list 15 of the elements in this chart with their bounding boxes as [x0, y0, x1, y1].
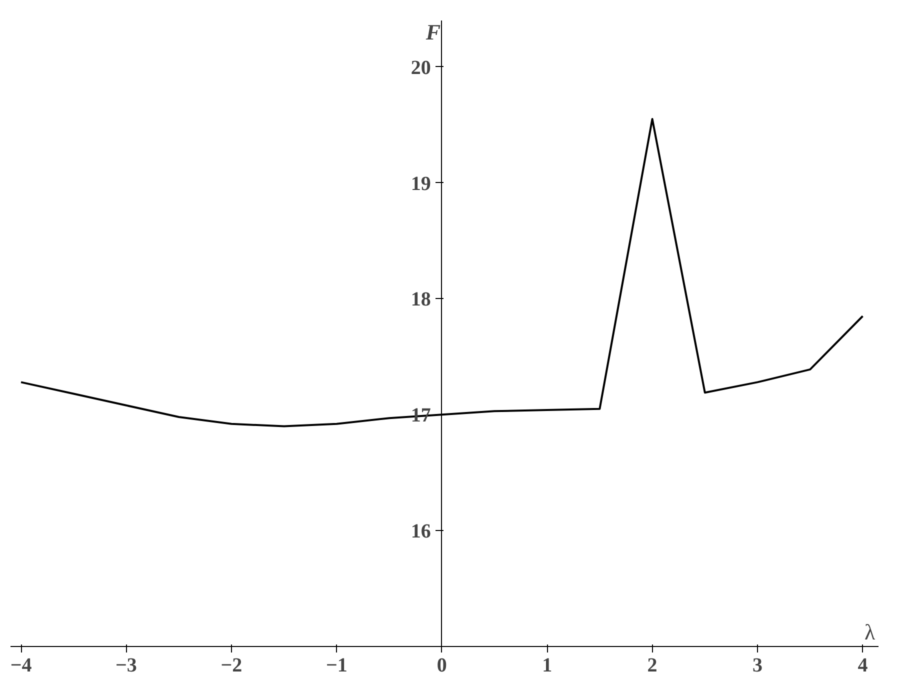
x-tick-label: 4 — [858, 654, 868, 676]
x-tick-label: 3 — [752, 654, 763, 676]
x-tick-label: −3 — [116, 654, 137, 676]
y-tick-label: 20 — [410, 56, 431, 79]
x-tick-label: −1 — [326, 654, 348, 676]
y-axis-title: F — [424, 20, 441, 44]
x-axis-title: λ — [864, 620, 876, 644]
x-tick-label: 1 — [542, 654, 552, 676]
y-tick-label: 19 — [410, 172, 431, 195]
y-tick-label: 16 — [410, 520, 431, 543]
x-tick-label: 0 — [436, 654, 447, 676]
x-tick-label: 2 — [647, 654, 658, 676]
x-tick-label: −2 — [220, 654, 242, 676]
y-tick-label: 18 — [410, 288, 431, 311]
x-tick-label: −4 — [10, 654, 32, 676]
